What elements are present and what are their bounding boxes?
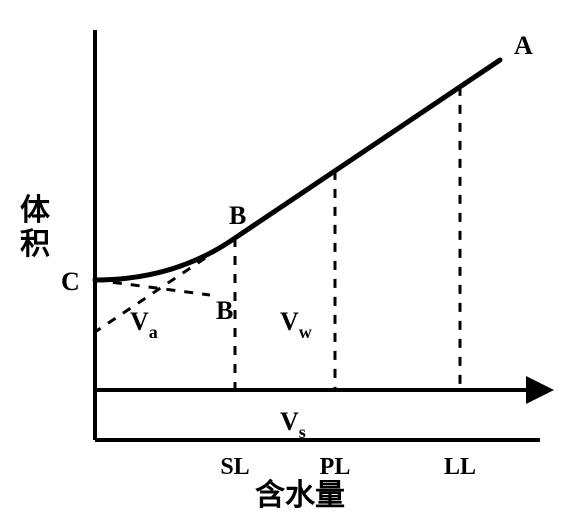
xtick-ll: LL	[444, 454, 476, 480]
line-c-bprime	[95, 280, 210, 295]
shrinkage-diagram: A B B C SL PL LL Va Vw Vs 含水量 体积	[0, 0, 572, 526]
label-point-a: A	[514, 31, 533, 60]
region-va: Va	[130, 307, 158, 342]
x-axis-label: 含水量	[255, 478, 345, 512]
curve-cba	[95, 60, 500, 280]
label-point-b: B	[229, 201, 246, 230]
xtick-sl: SL	[220, 454, 249, 480]
region-vs: Vs	[280, 407, 306, 442]
xtick-pl: PL	[320, 454, 351, 480]
region-vw: Vw	[280, 307, 312, 342]
label-point-c: C	[61, 267, 80, 296]
y-axis-label: 体积	[20, 194, 51, 261]
label-point-bp: B	[216, 296, 233, 325]
